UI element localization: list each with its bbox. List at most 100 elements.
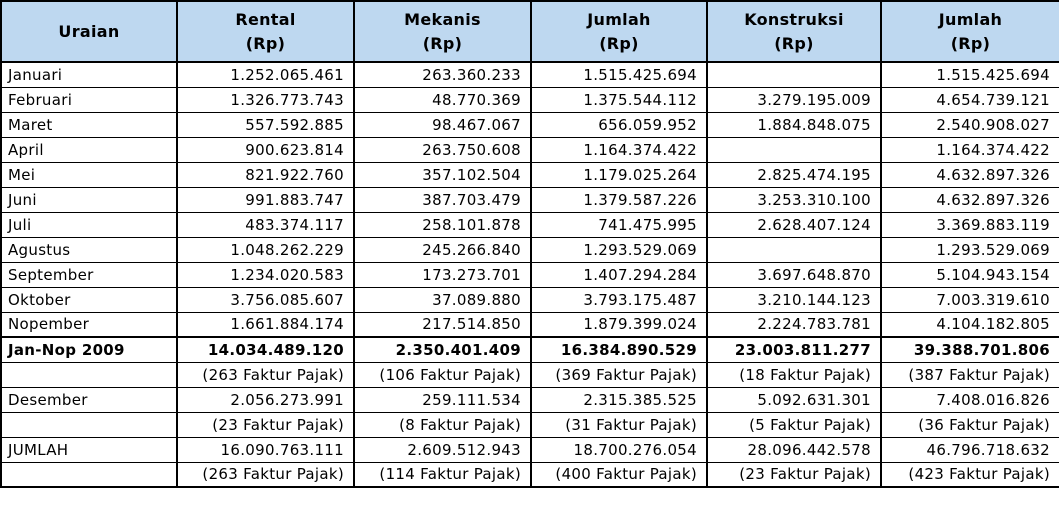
value-cell: 4.654.739.121 [880,86,1059,113]
value-cell: (31 Faktur Pajak) [530,411,708,438]
table-row: Januari 1.252.065.461 263.360.233 1.515.425… [0,61,1059,88]
value-cell: 263.360.233 [353,61,532,88]
value-cell: 3.793.175.487 [530,286,708,313]
value-cell: 98.467.067 [353,111,532,138]
value-cell: 656.059.952 [530,111,708,138]
value-cell: 4.104.182.805 [880,311,1059,338]
value-cell: (114 Faktur Pajak) [353,461,532,488]
value-cell: (400 Faktur Pajak) [530,461,708,488]
value-cell: 357.102.504 [353,161,532,188]
table-row: JUMLAH 16.090.763.111 2.609.512.943 18.700.… [0,436,1059,463]
value-cell: (369 Faktur Pajak) [530,361,708,388]
value-cell: 3.210.144.123 [706,286,882,313]
value-cell: 2.315.385.525 [530,386,708,413]
value-cell: 1.661.884.174 [176,311,355,338]
column-label: Jumlah [938,9,1003,29]
value-cell: 1.179.025.264 [530,161,708,188]
column-header: Mekanis (Rp) [353,0,532,63]
table-row: Jan-Nop 2009 14.034.489.120 2.350.401.409 1… [0,336,1059,363]
value-cell: (387 Faktur Pajak) [880,361,1059,388]
row-label-cell: Nopember [0,311,178,338]
value-cell: (36 Faktur Pajak) [880,411,1059,438]
table-row: September 1.234.020.583 173.273.701 1.407.2… [0,261,1059,288]
table-row: Mei 821.922.760 357.102.504 1.179.025.264 2.… [0,161,1059,188]
value-cell: 2.609.512.943 [353,436,532,463]
value-cell: 3.369.883.119 [880,211,1059,238]
value-cell: (18 Faktur Pajak) [706,361,882,388]
value-cell: 2.350.401.409 [353,336,532,363]
value-cell: 1.379.587.226 [530,186,708,213]
row-label-cell: Juni [0,186,178,213]
value-cell: 2.825.474.195 [706,161,882,188]
column-label: Konstruksi [744,9,844,29]
value-cell: 2.540.908.027 [880,111,1059,138]
value-cell: 387.703.479 [353,186,532,213]
value-cell: 991.883.747 [176,186,355,213]
value-cell: 16.090.763.111 [176,436,355,463]
value-cell: 14.034.489.120 [176,336,355,363]
value-cell: 259.111.534 [353,386,532,413]
row-label-cell: Mei [0,161,178,188]
value-cell [706,236,882,263]
row-label-cell: Juli [0,211,178,238]
column-label: Uraian [58,21,120,41]
value-cell: 741.475.995 [530,211,708,238]
row-label-cell: JUMLAH [0,436,178,463]
row-label-cell [0,411,178,438]
value-cell: (106 Faktur Pajak) [353,361,532,388]
table-row: Oktober 3.756.085.607 37.089.880 3.793.175.… [0,286,1059,313]
value-cell: 16.384.890.529 [530,336,708,363]
value-cell: 1.515.425.694 [880,61,1059,88]
value-cell: 48.770.369 [353,86,532,113]
column-label: Jumlah [587,9,651,29]
value-cell: 1.879.399.024 [530,311,708,338]
column-unit: (Rp) [774,33,814,53]
row-label-cell: Januari [0,61,178,88]
value-cell [706,61,882,88]
column-label: Rental [235,9,296,29]
value-cell: 217.514.850 [353,311,532,338]
value-cell: 1.164.374.422 [530,136,708,163]
header-row: Uraian Rental (Rp) Mekanis (Rp) Jumlah (Rp) Kon… [0,0,1059,63]
table-row: (263 Faktur Pajak) (106 Faktur Pajak) (369… [0,361,1059,388]
row-label-cell [0,461,178,488]
value-cell: 1.293.529.069 [530,236,708,263]
value-cell: 258.101.878 [353,211,532,238]
table-body: Januari 1.252.065.461 263.360.233 1.515.425… [0,61,1059,488]
value-cell: 1.048.262.229 [176,236,355,263]
value-cell: 263.750.608 [353,136,532,163]
column-unit: (Rp) [599,33,639,53]
value-cell: 1.234.020.583 [176,261,355,288]
value-cell: 3.756.085.607 [176,286,355,313]
value-cell: 46.796.718.632 [880,436,1059,463]
column-header: Rental (Rp) [176,0,355,63]
value-cell: (423 Faktur Pajak) [880,461,1059,488]
value-cell: 23.003.811.277 [706,336,882,363]
value-cell: (8 Faktur Pajak) [353,411,532,438]
value-cell: 483.374.117 [176,211,355,238]
value-cell: 3.279.195.009 [706,86,882,113]
row-label-cell [0,361,178,388]
value-cell: 7.003.319.610 [880,286,1059,313]
value-cell: 900.623.814 [176,136,355,163]
value-cell: (5 Faktur Pajak) [706,411,882,438]
table-header: Uraian Rental (Rp) Mekanis (Rp) Jumlah (Rp) Kon… [0,0,1059,63]
value-cell: (263 Faktur Pajak) [176,461,355,488]
value-cell: 5.092.631.301 [706,386,882,413]
value-cell: 557.592.885 [176,111,355,138]
value-cell: 4.632.897.326 [880,161,1059,188]
column-unit: (Rp) [422,33,463,53]
value-cell: 1.515.425.694 [530,61,708,88]
row-label-cell: September [0,261,178,288]
value-cell: 2.224.783.781 [706,311,882,338]
value-cell: 28.096.442.578 [706,436,882,463]
value-cell: 1.407.294.284 [530,261,708,288]
value-cell: 3.697.648.870 [706,261,882,288]
row-label-cell: Oktober [0,286,178,313]
value-cell: 1.293.529.069 [880,236,1059,263]
value-cell: 1.375.544.112 [530,86,708,113]
column-unit: (Rp) [950,33,991,53]
row-label-cell: Jan-Nop 2009 [0,336,178,363]
value-cell: 7.408.016.826 [880,386,1059,413]
table-row: Februari 1.326.773.743 48.770.369 1.375.544… [0,86,1059,113]
